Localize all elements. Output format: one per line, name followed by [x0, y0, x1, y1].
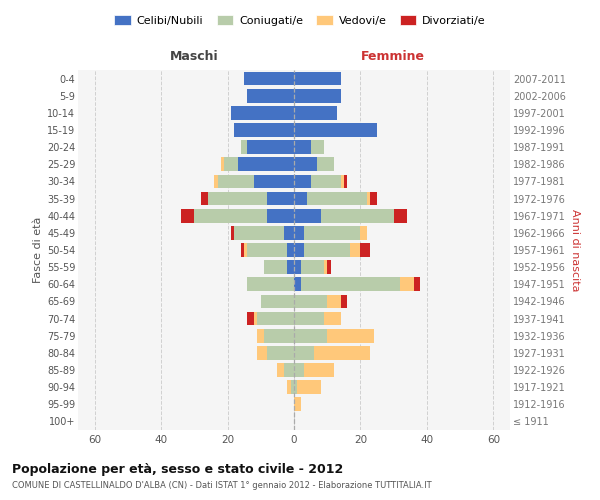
Bar	[257, 312, 294, 326]
Bar	[294, 380, 298, 394]
Bar	[327, 260, 331, 274]
Bar	[254, 312, 257, 326]
Bar	[268, 192, 294, 205]
Bar	[261, 294, 294, 308]
Bar	[268, 209, 294, 222]
Bar	[294, 106, 337, 120]
Bar	[294, 260, 301, 274]
Bar	[247, 243, 287, 257]
Bar	[294, 278, 301, 291]
Bar	[294, 72, 341, 86]
Bar	[400, 278, 413, 291]
Bar	[304, 363, 334, 377]
Text: Femmine: Femmine	[361, 50, 425, 63]
Bar	[294, 89, 341, 102]
Bar	[234, 226, 284, 239]
Bar	[234, 123, 294, 137]
Bar	[244, 72, 294, 86]
Bar	[231, 106, 294, 120]
Bar	[247, 312, 254, 326]
Bar	[341, 174, 344, 188]
Bar	[361, 226, 367, 239]
Bar	[294, 346, 314, 360]
Bar	[317, 158, 334, 171]
Bar	[327, 294, 341, 308]
Text: Popolazione per età, sesso e stato civile - 2012: Popolazione per età, sesso e stato civil…	[12, 462, 343, 475]
Bar	[218, 174, 254, 188]
Bar	[361, 243, 370, 257]
Bar	[324, 312, 341, 326]
Bar	[247, 140, 294, 154]
Bar	[294, 209, 320, 222]
Bar	[294, 158, 317, 171]
Bar	[294, 294, 327, 308]
Bar	[284, 226, 294, 239]
Bar	[287, 260, 294, 274]
Bar	[370, 192, 377, 205]
Bar	[294, 312, 324, 326]
Bar	[307, 192, 367, 205]
Bar	[311, 140, 324, 154]
Bar	[254, 174, 294, 188]
Bar	[394, 209, 407, 222]
Bar	[294, 192, 307, 205]
Bar	[241, 243, 244, 257]
Bar	[301, 260, 324, 274]
Bar	[294, 329, 327, 342]
Y-axis label: Fasce di età: Fasce di età	[32, 217, 43, 283]
Bar	[314, 346, 370, 360]
Bar	[264, 329, 294, 342]
Bar	[208, 192, 268, 205]
Bar	[287, 380, 290, 394]
Legend: Celibi/Nubili, Coniugati/e, Vedovi/e, Divorziati/e: Celibi/Nubili, Coniugati/e, Vedovi/e, Di…	[110, 10, 490, 30]
Bar	[344, 174, 347, 188]
Bar	[311, 174, 341, 188]
Bar	[284, 363, 294, 377]
Bar	[290, 380, 294, 394]
Bar	[224, 158, 238, 171]
Bar	[247, 278, 294, 291]
Bar	[214, 174, 218, 188]
Bar	[268, 346, 294, 360]
Bar	[244, 243, 247, 257]
Text: COMUNE DI CASTELLINALDO D'ALBA (CN) - Dati ISTAT 1° gennaio 2012 - Elaborazione : COMUNE DI CASTELLINALDO D'ALBA (CN) - Da…	[12, 481, 431, 490]
Bar	[294, 140, 311, 154]
Bar	[367, 192, 370, 205]
Bar	[194, 209, 268, 222]
Bar	[241, 140, 247, 154]
Bar	[221, 158, 224, 171]
Bar	[304, 243, 350, 257]
Bar	[341, 294, 347, 308]
Bar	[294, 243, 304, 257]
Bar	[294, 226, 304, 239]
Bar	[277, 363, 284, 377]
Bar	[247, 89, 294, 102]
Bar	[294, 363, 304, 377]
Bar	[413, 278, 420, 291]
Bar	[298, 380, 320, 394]
Bar	[257, 329, 264, 342]
Bar	[287, 243, 294, 257]
Bar	[324, 260, 327, 274]
Bar	[181, 209, 194, 222]
Bar	[304, 226, 361, 239]
Bar	[257, 346, 268, 360]
Bar	[327, 329, 374, 342]
Bar	[350, 243, 361, 257]
Bar	[231, 226, 234, 239]
Bar	[264, 260, 287, 274]
Bar	[238, 158, 294, 171]
Y-axis label: Anni di nascita: Anni di nascita	[570, 209, 580, 291]
Bar	[201, 192, 208, 205]
Bar	[294, 174, 311, 188]
Bar	[301, 278, 400, 291]
Text: Maschi: Maschi	[170, 50, 219, 63]
Bar	[294, 123, 377, 137]
Bar	[320, 209, 394, 222]
Bar	[294, 398, 301, 411]
